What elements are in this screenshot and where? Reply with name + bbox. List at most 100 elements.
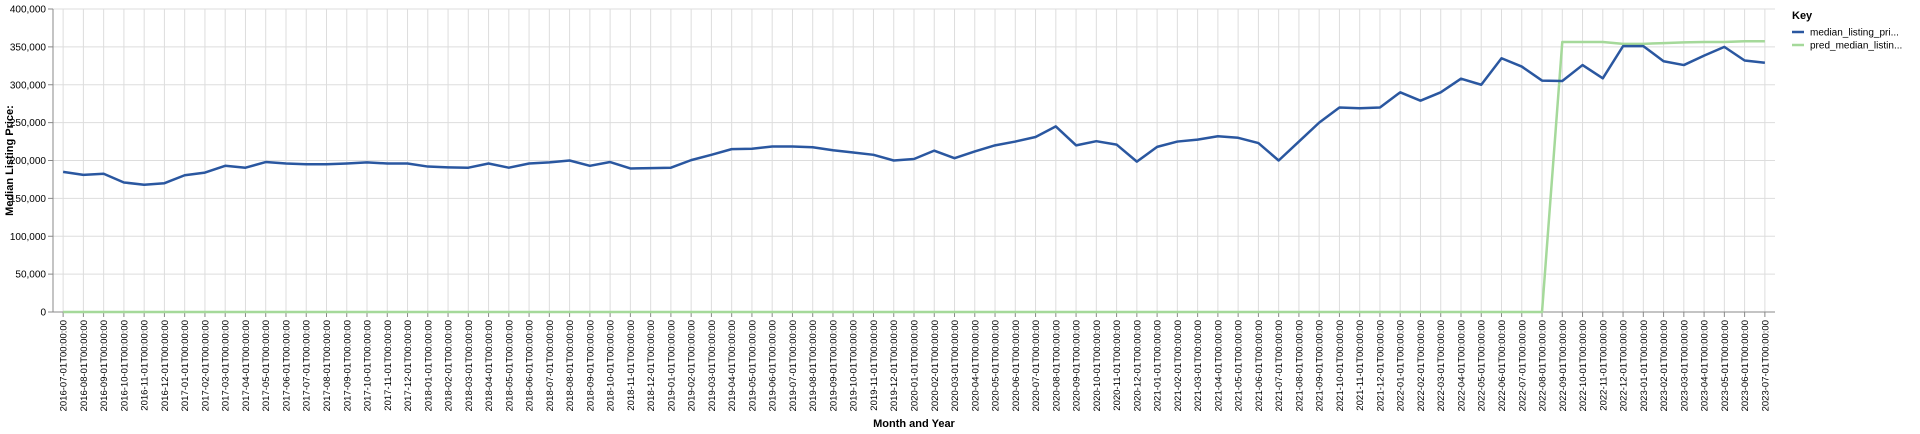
x-tick-label: 2018-12-01T00:00:00 — [646, 320, 657, 411]
x-tick-label: 2021-09-01T00:00:00 — [1315, 320, 1326, 411]
x-tick-label: 2022-01-01T00:00:00 — [1396, 320, 1407, 411]
x-tick-label: 2021-04-01T00:00:00 — [1213, 320, 1224, 411]
x-tick-label: 2017-06-01T00:00:00 — [281, 320, 292, 411]
y-tick-label: 0 — [40, 308, 46, 319]
x-tick-label: 2016-10-01T00:00:00 — [119, 320, 130, 411]
x-tick-label: 2023-06-01T00:00:00 — [1740, 320, 1751, 411]
x-tick-label: 2016-08-01T00:00:00 — [79, 320, 90, 411]
x-tick-label: 2017-11-01T00:00:00 — [383, 320, 394, 411]
y-tick-label: 300,000 — [10, 80, 47, 91]
x-tick-label: 2019-01-01T00:00:00 — [666, 320, 677, 411]
x-tick-label: 2017-04-01T00:00:00 — [241, 320, 252, 411]
x-tick-label: 2022-03-01T00:00:00 — [1436, 320, 1447, 411]
x-tick-label: 2018-01-01T00:00:00 — [423, 320, 434, 411]
y-axis: 0 50,000 100,000 150,000 200,000 250,000 300,0… — [10, 5, 54, 319]
x-tick-label: 2022-07-01T00:00:00 — [1517, 320, 1528, 411]
x-tick-label: 2021-12-01T00:00:00 — [1375, 320, 1386, 411]
x-tick-label: 2016-07-01T00:00:00 — [59, 320, 70, 411]
series-line-median-listing-price — [62, 44, 1766, 186]
x-tick-label: 2019-05-01T00:00:00 — [747, 320, 758, 411]
x-tick-label: 2020-09-01T00:00:00 — [1072, 320, 1083, 411]
x-tick-label: 2021-02-01T00:00:00 — [1173, 320, 1184, 411]
x-tick-label: 2020-06-01T00:00:00 — [1011, 320, 1022, 411]
x-tick-label: 2022-12-01T00:00:00 — [1619, 320, 1630, 411]
legend-label: pred_median_listin... — [1810, 41, 1902, 52]
x-tick-label: 2018-09-01T00:00:00 — [585, 320, 596, 411]
x-tick-label: 2019-06-01T00:00:00 — [768, 320, 779, 411]
x-tick-label: 2020-11-01T00:00:00 — [1112, 320, 1123, 411]
x-tick-label: 2022-09-01T00:00:00 — [1558, 320, 1569, 411]
x-tick-label: 2021-07-01T00:00:00 — [1274, 320, 1285, 411]
x-tick-label: 2018-08-01T00:00:00 — [565, 320, 576, 411]
x-axis: 2016-07-01T00:00:00 2016-08-01T00:00:00 20… — [53, 311, 1775, 411]
x-tick-label: 2017-12-01T00:00:00 — [403, 320, 414, 411]
x-tick-label: 2020-02-01T00:00:00 — [930, 320, 941, 411]
x-tick-label: 2017-05-01T00:00:00 — [261, 320, 272, 411]
x-tick-label: 2022-02-01T00:00:00 — [1416, 320, 1427, 411]
y-axis-title: Median Listing Price: — [4, 105, 16, 216]
x-tick-label: 2018-02-01T00:00:00 — [444, 320, 455, 411]
x-tick-label: 2017-02-01T00:00:00 — [200, 320, 211, 411]
x-tick-label: 2022-11-01T00:00:00 — [1598, 320, 1609, 411]
x-tick-label: 2020-07-01T00:00:00 — [1031, 320, 1042, 411]
x-tick-label: 2020-05-01T00:00:00 — [991, 320, 1002, 411]
x-tick-label: 2018-03-01T00:00:00 — [464, 320, 475, 411]
x-tick-label: 2016-11-01T00:00:00 — [140, 320, 151, 411]
x-tick-label: 2023-07-01T00:00:00 — [1760, 320, 1771, 411]
series-line-pred-median-listing-price — [63, 39, 1765, 314]
x-tick-label: 2022-10-01T00:00:00 — [1578, 320, 1589, 411]
x-tick-label: 2023-04-01T00:00:00 — [1700, 320, 1711, 411]
x-tick-label: 2019-02-01T00:00:00 — [687, 320, 698, 411]
x-tick-label: 2017-10-01T00:00:00 — [363, 320, 374, 411]
x-tick-label: 2016-09-01T00:00:00 — [99, 320, 110, 411]
y-tick-label: 50,000 — [15, 270, 46, 281]
x-tick-label: 2019-11-01T00:00:00 — [869, 320, 880, 411]
x-tick-label: 2020-12-01T00:00:00 — [1132, 320, 1143, 411]
x-tick-label: 2016-12-01T00:00:00 — [160, 320, 171, 411]
y-tick-label: 400,000 — [10, 5, 47, 16]
legend: Key median_listing_pri... pred_median_lis… — [1792, 10, 1902, 52]
x-tick-label: 2020-04-01T00:00:00 — [970, 320, 981, 411]
x-tick-label: 2023-02-01T00:00:00 — [1659, 320, 1670, 411]
x-tick-label: 2021-08-01T00:00:00 — [1294, 320, 1305, 411]
x-tick-label: 2017-07-01T00:00:00 — [302, 320, 313, 411]
gridlines — [53, 8, 1775, 313]
x-tick-label: 2018-06-01T00:00:00 — [525, 320, 536, 411]
x-tick-label: 2019-09-01T00:00:00 — [828, 320, 839, 411]
x-tick-label: 2018-11-01T00:00:00 — [626, 320, 637, 411]
x-tick-label: 2023-01-01T00:00:00 — [1639, 320, 1650, 411]
x-axis-title: Month and Year — [873, 418, 955, 430]
x-tick-label: 2022-05-01T00:00:00 — [1477, 320, 1488, 411]
x-tick-label: 2019-07-01T00:00:00 — [788, 320, 799, 411]
x-tick-label: 2018-10-01T00:00:00 — [606, 320, 617, 411]
x-tick-label: 2017-08-01T00:00:00 — [322, 320, 333, 411]
x-tick-label: 2021-05-01T00:00:00 — [1234, 320, 1245, 411]
x-tick-label: 2021-06-01T00:00:00 — [1254, 320, 1265, 411]
x-tick-label: 2018-04-01T00:00:00 — [484, 320, 495, 411]
legend-title: Key — [1792, 10, 1813, 22]
x-tick-label: 2018-07-01T00:00:00 — [545, 320, 556, 411]
x-tick-label: 2022-04-01T00:00:00 — [1456, 320, 1467, 411]
x-tick-label: 2021-01-01T00:00:00 — [1153, 320, 1164, 411]
x-tick-label: 2017-03-01T00:00:00 — [221, 320, 232, 411]
x-tick-label: 2021-10-01T00:00:00 — [1335, 320, 1346, 411]
legend-label: median_listing_pri... — [1810, 28, 1899, 39]
x-tick-label: 2020-10-01T00:00:00 — [1092, 320, 1103, 411]
y-tick-label: 150,000 — [10, 194, 47, 205]
x-tick-label: 2020-03-01T00:00:00 — [950, 320, 961, 411]
x-tick-label: 2019-12-01T00:00:00 — [889, 320, 900, 411]
x-tick-label: 2019-03-01T00:00:00 — [707, 320, 718, 411]
x-tick-label: 2023-03-01T00:00:00 — [1679, 320, 1690, 411]
x-tick-label: 2021-03-01T00:00:00 — [1193, 320, 1204, 411]
x-tick-label: 2019-08-01T00:00:00 — [808, 320, 819, 411]
y-tick-label: 350,000 — [10, 42, 47, 53]
y-tick-label: 100,000 — [10, 232, 47, 243]
x-tick-label: 2019-10-01T00:00:00 — [849, 320, 860, 411]
x-tick-label: 2019-04-01T00:00:00 — [727, 320, 738, 411]
x-tick-label: 2020-08-01T00:00:00 — [1051, 320, 1062, 411]
x-tick-label: 2017-09-01T00:00:00 — [342, 320, 353, 411]
x-tick-label: 2020-01-01T00:00:00 — [910, 320, 921, 411]
x-tick-label: 2022-06-01T00:00:00 — [1497, 320, 1508, 411]
y-tick-label: 250,000 — [10, 118, 47, 129]
